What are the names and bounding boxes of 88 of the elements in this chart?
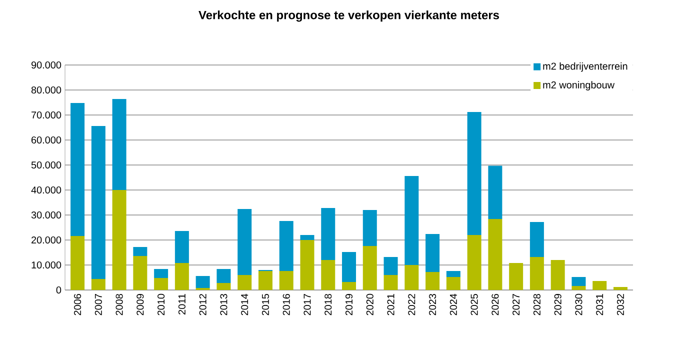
bar [112, 99, 126, 190]
x-tick-label: 2029 [554, 294, 562, 316]
bar [404, 265, 419, 290]
x-tick-label: 2020 [366, 294, 374, 316]
bar [446, 271, 460, 277]
y-tick-label: 90.000 [31, 61, 62, 69]
bar [133, 247, 148, 256]
bar [154, 269, 168, 278]
bar [321, 260, 336, 290]
x-tick-label: 2010 [158, 294, 165, 316]
bar [446, 277, 460, 290]
x-tick-label: 2019 [345, 294, 353, 316]
bar [404, 176, 419, 265]
bar [467, 235, 482, 290]
x-tick-label: 2025 [470, 294, 478, 316]
bar [91, 279, 106, 290]
legend-label: m2 bedrijventerrein [543, 62, 628, 72]
bar [300, 240, 314, 290]
bar [216, 283, 231, 290]
x-tick-label: 2024 [450, 294, 457, 316]
bar [426, 272, 440, 290]
x-tick-label: 2027 [512, 294, 520, 316]
x-tick-label: 2017 [304, 294, 311, 316]
bar [258, 271, 272, 290]
bar [530, 257, 544, 290]
x-tick-label: 2028 [533, 294, 540, 316]
x-tick-label: 2032 [616, 294, 624, 316]
bar [467, 112, 482, 235]
y-tick-label: 20.000 [32, 236, 62, 244]
bar [384, 275, 398, 290]
y-tick-label: 30.000 [31, 211, 62, 219]
bar [238, 209, 252, 275]
bar [174, 263, 189, 290]
bar [488, 219, 502, 290]
bar [362, 210, 377, 246]
x-tick-label: 2021 [387, 294, 394, 316]
x-tick-label: 2018 [324, 294, 332, 316]
y-tick-label: 10.000 [32, 261, 62, 269]
x-tick-label: 2006 [74, 294, 82, 316]
legend-label: m2 woningbouw [543, 81, 615, 90]
bar [174, 231, 189, 263]
bar [196, 276, 210, 288]
bar [91, 126, 106, 279]
x-tick-label: 2012 [199, 294, 206, 316]
y-tick-label: 80.000 [31, 86, 62, 94]
x-tick-label: 2022 [408, 294, 416, 316]
x-tick-label: 2011 [178, 294, 186, 314]
bar [509, 263, 524, 290]
y-tick-label: 0 [56, 286, 62, 294]
bar [70, 103, 85, 236]
bar [362, 246, 377, 290]
x-tick-label: 2013 [220, 294, 228, 316]
bar [112, 190, 126, 290]
bar [384, 257, 398, 275]
bar [572, 277, 586, 286]
y-tick-label: 40.000 [31, 186, 62, 194]
x-tick-label: 2014 [241, 294, 248, 316]
x-tick-label: 2008 [116, 294, 123, 316]
x-tick-label: 2009 [136, 294, 144, 316]
bar [321, 208, 336, 260]
bar [592, 281, 607, 290]
bar [300, 235, 314, 240]
x-tick-label: 2030 [575, 294, 582, 316]
y-tick-label: 70.000 [32, 111, 62, 119]
bar [342, 282, 356, 290]
x-tick-label: 2026 [492, 294, 499, 316]
y-tick-label: 60.000 [32, 136, 62, 144]
y-tick-label: 50.000 [31, 161, 62, 169]
bar [342, 252, 356, 282]
x-tick-label: 2007 [94, 294, 102, 316]
x-tick-label: 2031 [596, 294, 604, 316]
bar [279, 221, 294, 271]
bar [613, 287, 628, 290]
bar [550, 260, 565, 290]
x-tick-label: 2015 [262, 294, 269, 316]
chart-title: Verkochte en prognose te verkopen vierkante meters [198, 10, 499, 22]
bar [279, 271, 294, 290]
x-tick-label: 2016 [282, 294, 290, 316]
bar [238, 275, 252, 290]
bar [70, 236, 85, 290]
x-tick-label: 2023 [429, 294, 436, 316]
bar [572, 286, 586, 290]
bar [426, 234, 440, 272]
bar [133, 256, 148, 290]
bar [154, 278, 168, 290]
bar [216, 269, 231, 283]
bar [488, 166, 502, 219]
bar [530, 222, 544, 257]
